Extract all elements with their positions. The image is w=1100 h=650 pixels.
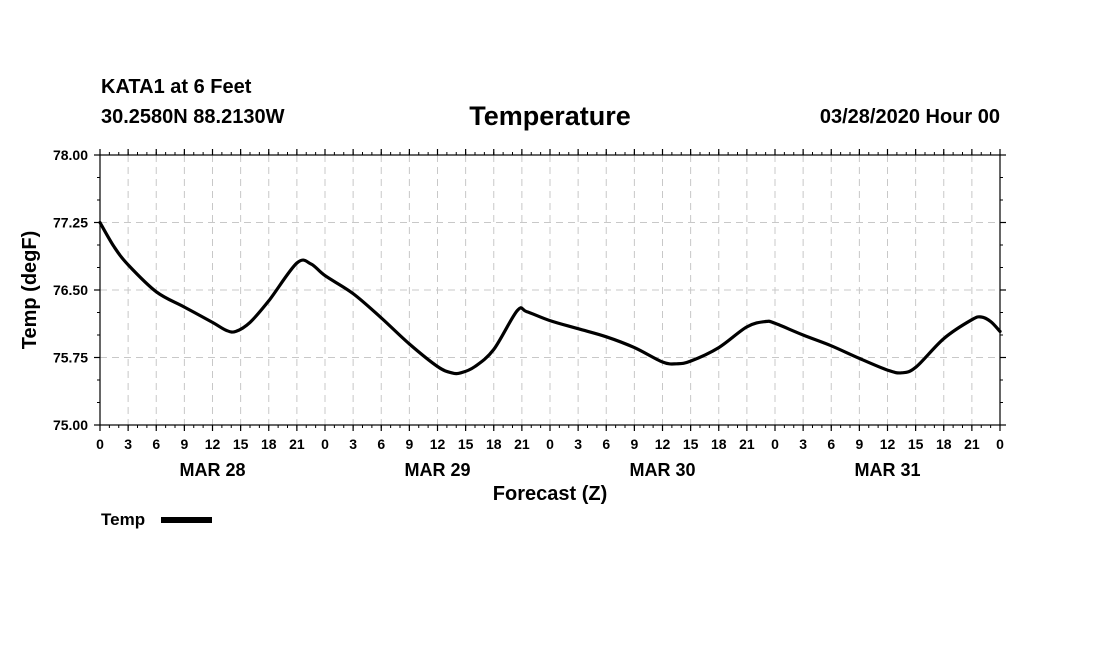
y-tick-label: 78.00 xyxy=(53,147,88,163)
legend: Temp xyxy=(101,510,212,529)
y-tick-label: 77.25 xyxy=(53,215,88,231)
x-tick-label: 3 xyxy=(799,436,807,452)
x-tick-label: 6 xyxy=(602,436,610,452)
day-label: MAR 28 xyxy=(179,460,245,480)
x-tick-label: 6 xyxy=(377,436,385,452)
x-tick-label: 3 xyxy=(574,436,582,452)
station-coordinates: 30.2580N 88.2130W xyxy=(101,106,285,128)
x-tick-label: 9 xyxy=(630,436,638,452)
x-tick-label: 21 xyxy=(514,436,530,452)
x-tick-label: 12 xyxy=(205,436,221,452)
x-tick-label: 0 xyxy=(996,436,1004,452)
legend-label-temp: Temp xyxy=(101,510,145,529)
x-tick-label: 18 xyxy=(486,436,502,452)
series-line-temp xyxy=(98,220,1002,376)
x-tick-label: 9 xyxy=(180,436,188,452)
plot-frame xyxy=(99,154,1001,426)
x-tick-label: 0 xyxy=(96,436,104,452)
x-tick-label: 12 xyxy=(430,436,446,452)
day-label: MAR 29 xyxy=(404,460,470,480)
x-tick-label: 18 xyxy=(261,436,277,452)
x-tick-label: 18 xyxy=(711,436,727,452)
grid-lines xyxy=(100,155,1000,425)
x-tick-label: 6 xyxy=(152,436,160,452)
x-tick-label: 0 xyxy=(321,436,329,452)
x-tick-label: 21 xyxy=(739,436,755,452)
x-tick-label: 12 xyxy=(880,436,896,452)
x-tick-label: 15 xyxy=(908,436,924,452)
x-tick-label: 15 xyxy=(233,436,249,452)
station-label: KATA1 at 6 Feet xyxy=(101,76,252,98)
day-label: MAR 31 xyxy=(854,460,920,480)
x-tick-label: 0 xyxy=(771,436,779,452)
x-tick-label: 9 xyxy=(855,436,863,452)
x-tick-label: 12 xyxy=(655,436,671,452)
legend-swatch-temp xyxy=(161,517,212,523)
x-tick-label: 9 xyxy=(405,436,413,452)
y-tick-label: 75.00 xyxy=(53,417,88,433)
x-tick-label: 3 xyxy=(349,436,357,452)
x-tick-label: 15 xyxy=(683,436,699,452)
axis-tick-labels: 75.00 75.75 76.50 77.25 78.00 0 3 6 9 12 15 18 21 0 3 6… xyxy=(53,147,1004,480)
y-tick-label: 76.50 xyxy=(53,282,88,298)
x-tick-label: 18 xyxy=(936,436,952,452)
chart-title: Temperature xyxy=(469,101,631,131)
x-tick-label: 3 xyxy=(124,436,132,452)
x-tick-label: 6 xyxy=(827,436,835,452)
day-label: MAR 30 xyxy=(629,460,695,480)
x-tick-label: 21 xyxy=(289,436,305,452)
x-tick-label: 0 xyxy=(546,436,554,452)
x-tick-label: 21 xyxy=(964,436,980,452)
y-axis-title: Temp (degF) xyxy=(19,231,41,350)
x-axis-title: Forecast (Z) xyxy=(493,483,607,505)
y-tick-label: 75.75 xyxy=(53,350,88,366)
x-tick-label: 15 xyxy=(458,436,474,452)
forecast-run-time: 03/28/2020 Hour 00 xyxy=(819,106,1000,128)
